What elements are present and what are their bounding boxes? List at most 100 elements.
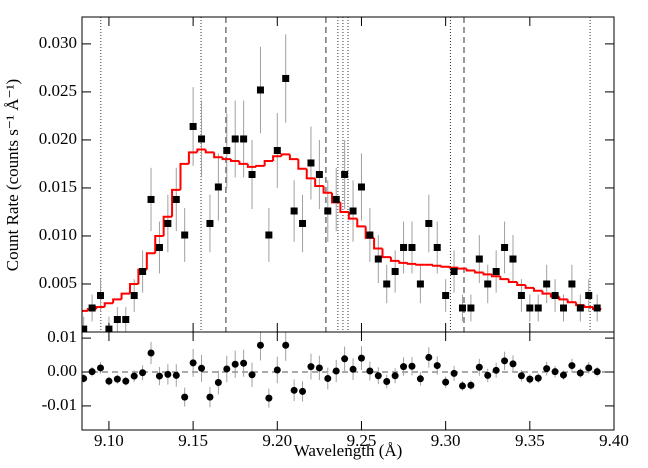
residual-point [206,393,214,401]
model-step [482,272,492,276]
data-point [517,292,525,300]
model-step [255,164,265,167]
residual-point [240,359,248,367]
model-step [263,160,274,166]
y-tick-label: 0.005 [39,273,77,292]
residual-point [88,368,96,376]
residual-point [113,375,121,383]
data-point [576,304,584,312]
residual-point [155,372,163,380]
data-point [189,122,197,130]
residual-point [585,364,593,372]
residual-point [526,375,534,383]
data-point [324,207,332,215]
model-step [356,218,366,228]
residual-point [475,363,483,371]
data-point [501,243,509,251]
data-point [492,267,500,275]
model-step [339,202,349,213]
axes: 0.005 0.010 0.015 0.020 0.025 0.030 0.01 0.00 -0… [39,16,629,450]
y-tick-label: 0.010 [39,225,77,244]
model-step [389,257,400,262]
data-point [383,280,391,288]
residual-point [256,341,264,349]
model-step [288,154,299,161]
data-point [484,280,492,288]
residual-point [442,378,450,386]
data-point [315,171,323,178]
data-point [425,219,433,227]
residual-point [517,372,525,380]
residual-point [248,371,256,379]
data-point [543,280,551,288]
data-point [164,219,172,227]
data-point [332,195,340,203]
residual-point [290,386,298,394]
data-point [223,146,231,154]
x-tick-label: 9.15 [178,431,208,450]
model-step [373,237,383,250]
residual-point [231,360,239,368]
model-step [145,252,156,270]
model-step [516,282,526,286]
data-point [198,135,206,143]
model-step [524,284,535,289]
main-plot [82,17,602,332]
residual-point [332,367,340,375]
residual-point [122,377,130,385]
residual-point [383,378,391,386]
data-point [416,280,424,288]
data-point [593,304,601,312]
data-point [113,316,121,324]
residual-point [425,353,433,361]
model-step [162,215,173,236]
data-point [282,74,290,82]
residual-point [172,371,180,379]
residual-point [543,365,551,373]
data-point [374,255,382,263]
residual-point [198,364,206,372]
data-point [467,304,475,312]
model-step [314,178,324,188]
residual-point [341,355,349,363]
residual-point [223,365,231,373]
data-point [273,146,281,154]
data-point [181,231,189,239]
y-tick-label: 0.00 [47,361,77,380]
residual-point [357,354,365,362]
data-point [290,207,298,215]
data-point [147,195,155,203]
model-step [474,270,484,274]
residual-point [324,374,332,382]
data-point [366,231,374,239]
residual-point [568,362,576,370]
x-tick-label: 9.10 [94,431,124,450]
residual-point [467,381,475,389]
residual-point [501,357,509,365]
data-point [206,219,214,227]
model-step [415,263,425,266]
model-step [272,155,282,162]
model-step [381,248,391,259]
x-tick-label: 9.30 [431,431,461,450]
y-tick-label: 0.015 [39,177,77,196]
model-step [229,159,240,163]
model-step [112,298,122,304]
model-step [499,276,509,281]
model-step [238,161,248,165]
model-step [566,299,577,304]
residual-point [315,364,323,372]
x-axis-label: Wavelength (Å) [294,441,403,460]
residual-point [97,364,105,372]
data-point [400,243,408,251]
residual-point [265,394,273,402]
data-point [349,207,357,215]
model-step [196,148,206,153]
data-point [97,292,105,300]
model-step [448,266,459,269]
model-step [221,157,231,161]
residual-point [307,363,315,371]
residual-point [433,362,441,370]
